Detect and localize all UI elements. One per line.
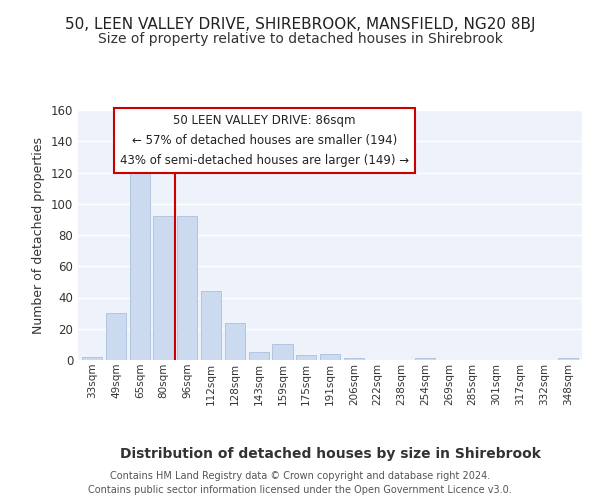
Bar: [415, 358, 435, 360]
Bar: [272, 344, 293, 360]
Bar: [82, 357, 103, 360]
Bar: [296, 356, 316, 360]
Bar: [106, 313, 126, 360]
Text: 50, LEEN VALLEY DRIVE, SHIREBROOK, MANSFIELD, NG20 8BJ: 50, LEEN VALLEY DRIVE, SHIREBROOK, MANSF…: [65, 18, 535, 32]
Text: Size of property relative to detached houses in Shirebrook: Size of property relative to detached ho…: [98, 32, 502, 46]
Bar: [557, 358, 578, 360]
Bar: [154, 216, 173, 360]
Bar: [248, 352, 269, 360]
Y-axis label: Number of detached properties: Number of detached properties: [32, 136, 45, 334]
Bar: [225, 322, 245, 360]
Bar: [177, 216, 197, 360]
Text: Contains HM Land Registry data © Crown copyright and database right 2024.
Contai: Contains HM Land Registry data © Crown c…: [88, 471, 512, 495]
Bar: [130, 156, 150, 360]
Text: 50 LEEN VALLEY DRIVE: 86sqm
← 57% of detached houses are smaller (194)
43% of se: 50 LEEN VALLEY DRIVE: 86sqm ← 57% of det…: [120, 114, 409, 167]
X-axis label: Distribution of detached houses by size in Shirebrook: Distribution of detached houses by size …: [119, 446, 541, 460]
Bar: [201, 291, 221, 360]
Bar: [320, 354, 340, 360]
Bar: [344, 358, 364, 360]
